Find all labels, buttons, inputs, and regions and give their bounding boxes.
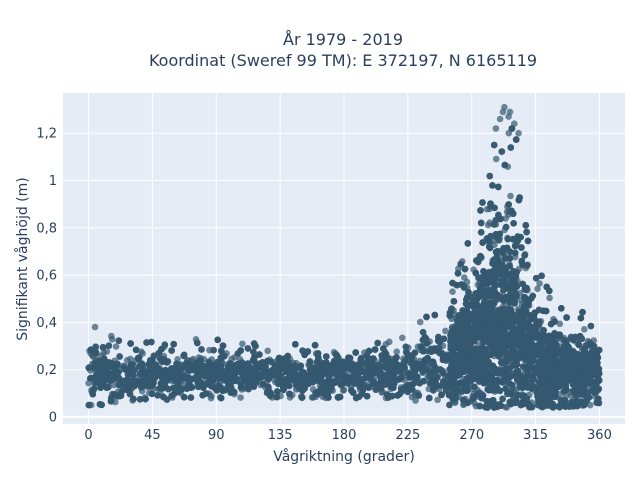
scatter-point xyxy=(536,280,543,287)
scatter-point xyxy=(581,326,588,333)
scatter-point xyxy=(112,343,120,350)
scatter-point xyxy=(507,192,514,200)
scatter-point xyxy=(556,320,564,328)
scatter-point xyxy=(416,318,424,326)
scatter-point xyxy=(239,340,246,348)
scatter-point xyxy=(492,155,500,163)
scatter-point xyxy=(449,288,456,296)
chart-title-line-1: År 1979 - 2019 xyxy=(283,30,403,49)
scatter-point xyxy=(534,285,541,293)
scatter-point xyxy=(505,129,513,137)
scatter-point xyxy=(91,323,99,331)
scatter-point xyxy=(208,392,215,400)
scatter-point xyxy=(340,386,348,394)
scatter-point xyxy=(123,357,131,364)
scatter-point xyxy=(546,294,553,302)
scatter-point xyxy=(434,396,441,404)
scatter-point xyxy=(461,274,468,281)
scatter-point xyxy=(393,348,401,356)
scatter-points xyxy=(85,103,603,411)
scatter-point xyxy=(103,348,111,355)
scatter-point xyxy=(399,334,406,342)
scatter-point xyxy=(110,381,118,389)
scatter-point xyxy=(442,327,449,335)
scatter-point xyxy=(108,332,115,340)
scatter-point xyxy=(386,338,393,346)
chart-title-line-2: Koordinat (Sweref 99 TM): E 372197, N 61… xyxy=(149,51,537,70)
scatter-point xyxy=(264,347,272,355)
scatter-point xyxy=(237,394,244,401)
scatter-point xyxy=(412,397,419,404)
